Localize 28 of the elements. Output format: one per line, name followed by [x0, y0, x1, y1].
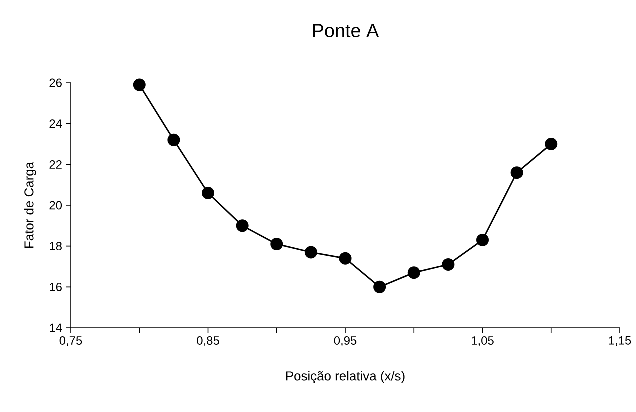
x-tick-label: 0,95	[334, 336, 357, 346]
point	[133, 78, 146, 92]
point	[408, 266, 420, 280]
point	[374, 280, 386, 294]
point	[270, 238, 284, 251]
y-tick-label: 26	[50, 78, 62, 88]
y-tick-label: 22	[50, 160, 62, 169]
y-axis-title: Fator de Carga	[24, 162, 36, 248]
point	[236, 220, 249, 232]
point	[510, 166, 524, 180]
point	[476, 234, 490, 246]
chart-title: Ponte A	[313, 24, 380, 38]
y-tick-label: 18	[50, 242, 62, 251]
y-tick-label: 16	[50, 282, 62, 292]
x-tick-label: 1,15	[609, 336, 632, 346]
x-axis-title: Posição relativa (x/s)	[286, 371, 405, 384]
x-tick-label: 0,85	[197, 336, 220, 346]
x-tick-label: 0,75	[60, 336, 82, 346]
point	[339, 252, 352, 265]
y-tick-label: 20	[50, 201, 62, 210]
point	[304, 246, 318, 259]
point	[202, 187, 215, 200]
point	[168, 134, 180, 146]
y-tick-label: 24	[50, 120, 62, 128]
x-tick-label: 1,05	[472, 336, 494, 346]
point	[545, 138, 558, 150]
point	[442, 258, 455, 271]
y-tick-label: 14	[50, 324, 62, 332]
